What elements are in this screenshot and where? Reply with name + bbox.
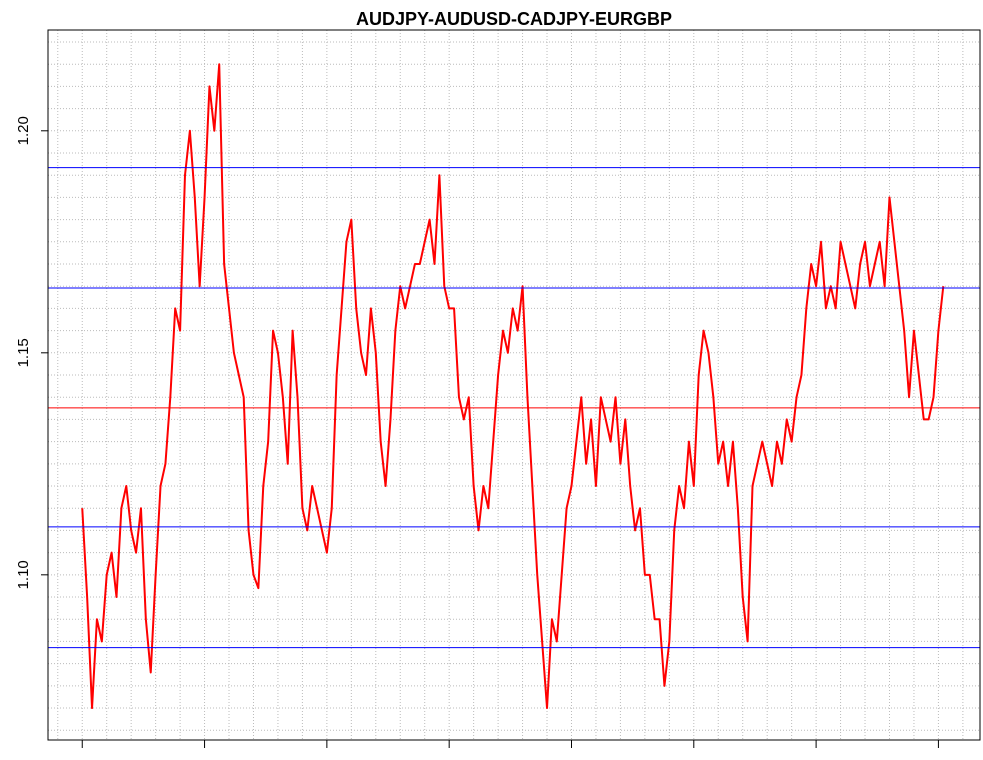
plot xyxy=(48,63,980,710)
chart-title: AUDJPY-AUDUSD-CADJPY-EURGBP xyxy=(356,9,672,29)
y-tick-label: 1.15 xyxy=(15,338,32,367)
price-line xyxy=(81,63,945,710)
grid xyxy=(48,30,980,740)
y-tick-label: 1.10 xyxy=(15,560,32,589)
plot-frame xyxy=(47,29,981,741)
y-tick-label: 1.20 xyxy=(15,116,32,145)
